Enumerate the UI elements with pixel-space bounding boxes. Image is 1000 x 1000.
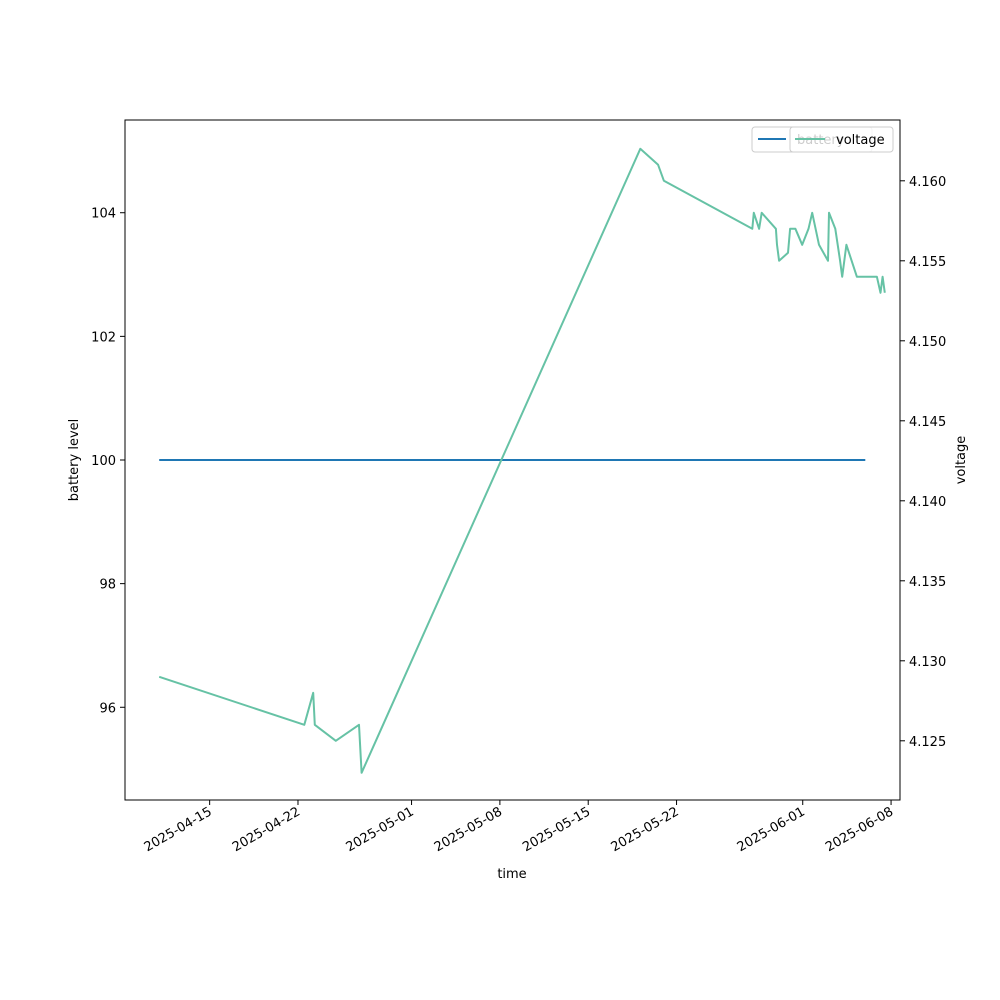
x-axis-label: time bbox=[497, 867, 526, 882]
y-right-tick-label: 4.125 bbox=[909, 735, 946, 750]
y-left-axis-label: battery level bbox=[67, 419, 82, 502]
y-right-tick-label: 4.155 bbox=[909, 255, 946, 270]
series-layer bbox=[158, 147, 886, 774]
y-left-tick-label: 100 bbox=[91, 454, 116, 469]
legend-voltage: voltage bbox=[789, 126, 894, 153]
y-left-axis-ticks: 96 98 100 102 104 bbox=[91, 207, 125, 716]
y-right-axis-ticks: 4.125 4.130 4.135 4.140 4.145 4.150 4.155 4.160 bbox=[900, 175, 946, 750]
y-right-tick-label: 4.135 bbox=[909, 575, 946, 590]
y-right-tick-label: 4.145 bbox=[909, 415, 946, 430]
y-left-tick-label: 96 bbox=[99, 701, 116, 716]
y-right-tick-label: 4.130 bbox=[909, 655, 946, 670]
y-right-tick-label: 4.150 bbox=[909, 335, 946, 350]
y-left-tick-label: 98 bbox=[99, 578, 116, 593]
y-right-tick-label: 4.160 bbox=[909, 175, 946, 190]
series-line-voltage bbox=[158, 147, 886, 774]
y-right-axis-label: voltage bbox=[954, 436, 969, 485]
y-right-tick-label: 4.140 bbox=[909, 495, 946, 510]
legend-voltage-box bbox=[789, 126, 894, 153]
legend-voltage-label: voltage bbox=[836, 133, 885, 148]
y-left-tick-label: 104 bbox=[91, 207, 116, 222]
y-left-tick-label: 102 bbox=[91, 330, 116, 345]
